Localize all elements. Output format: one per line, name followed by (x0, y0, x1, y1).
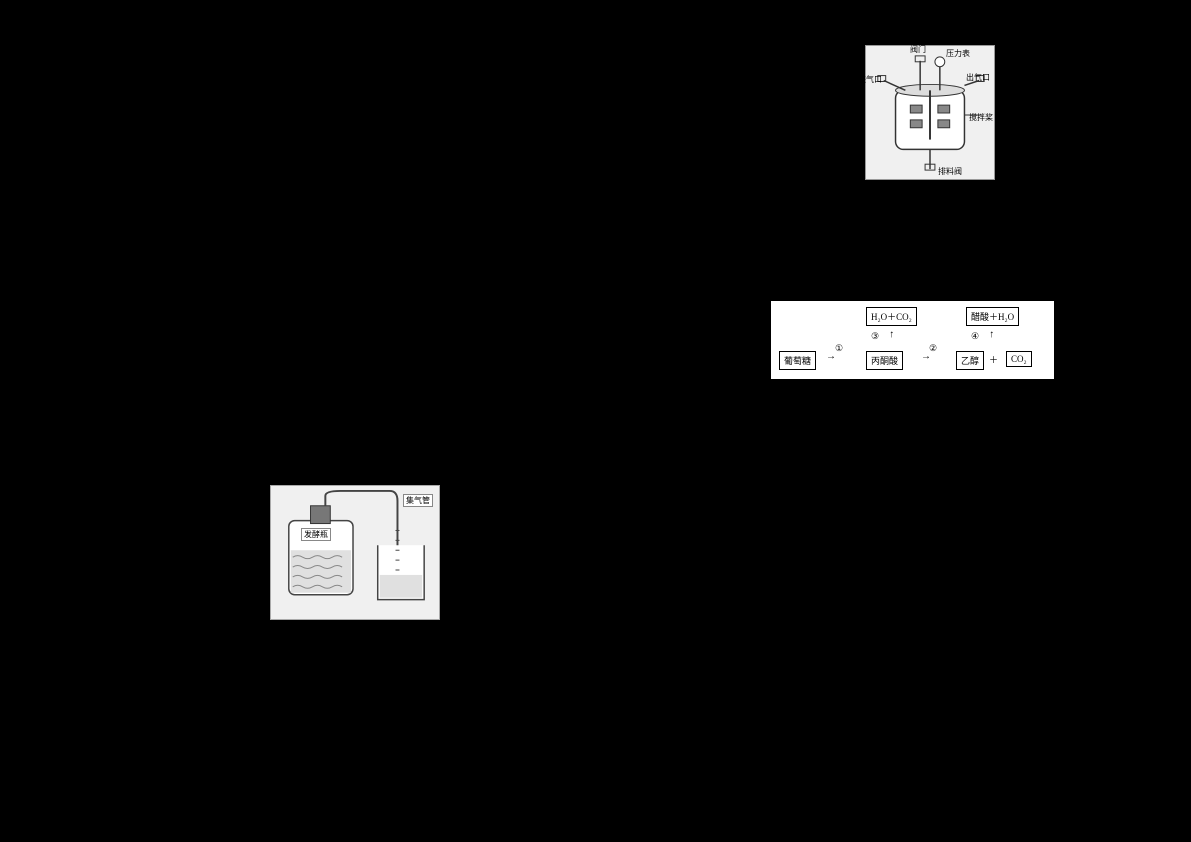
flow-ethanol: 乙醇 (956, 351, 984, 370)
arrow-4: → (986, 330, 997, 340)
circ-2: ② (929, 343, 937, 354)
flow-plus: ＋ (989, 353, 998, 366)
label-valve: 阀门 (910, 44, 926, 55)
label-pressure: 压力表 (946, 48, 970, 59)
circ-4: ④ (971, 331, 979, 342)
flow-h2o-co2: H₂O＋CO₂ (866, 307, 917, 326)
flowchart-diagram: H₂O＋CO₂ 醋酸＋H₂O 葡萄糖 丙酮酸 乙醇 ＋ CO₂ → → → → … (770, 300, 1055, 380)
label-bottle: 发酵瓶 (301, 528, 331, 541)
label-drain: 排料阀 (938, 166, 962, 177)
circ-3: ③ (871, 331, 879, 342)
label-stirrer: 搅拌桨 (969, 112, 993, 123)
flask-diagram: 发酵瓶 集气管 (270, 485, 440, 620)
fermenter-diagram: 阀门 压力表 进气口 出气口 搅拌桨 排料阀 (865, 45, 995, 180)
arrow-3: → (886, 330, 897, 340)
label-outlet: 出气口 (966, 72, 990, 83)
circ-1: ① (835, 343, 843, 354)
label-tube: 集气管 (403, 494, 433, 507)
flow-co2: CO₂ (1006, 351, 1032, 367)
flow-glucose: 葡萄糖 (779, 351, 816, 370)
label-inlet: 进气口 (858, 74, 882, 85)
flow-pyruvate: 丙酮酸 (866, 351, 903, 370)
flow-acetic: 醋酸＋H₂O (966, 307, 1019, 326)
